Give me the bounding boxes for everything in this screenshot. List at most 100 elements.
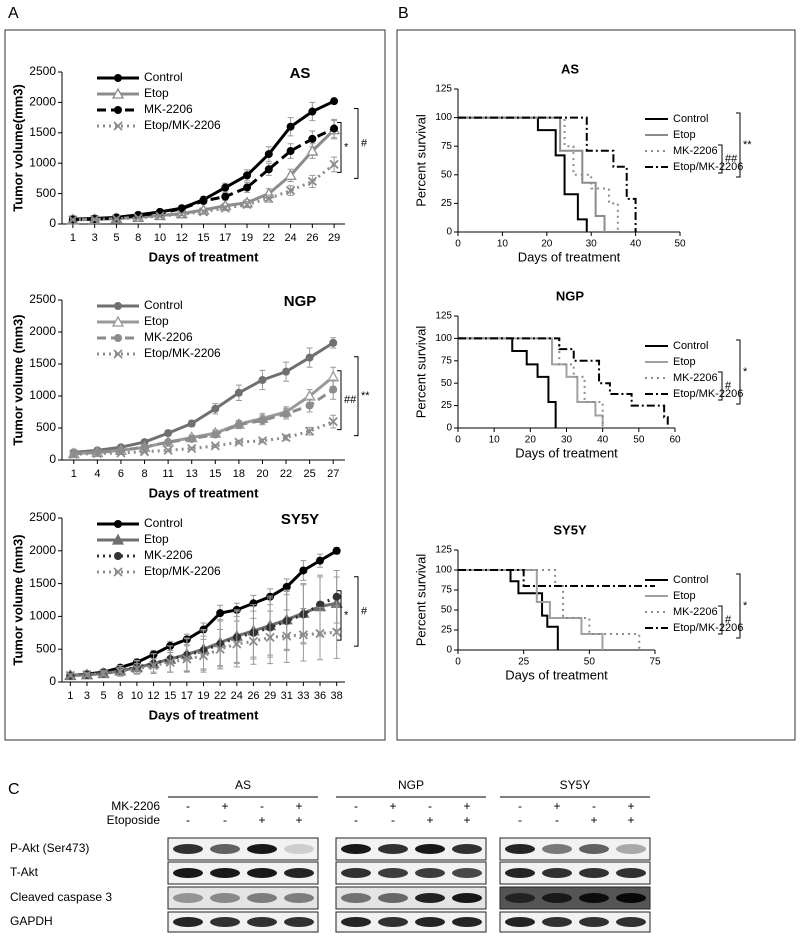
treatment-label: Etoposide	[107, 813, 161, 827]
marker	[164, 429, 173, 438]
x-tick-label: 8	[135, 232, 141, 244]
marker	[330, 97, 339, 106]
y-tick-label: 1000	[29, 155, 56, 169]
x-tick-label: 75	[649, 657, 661, 668]
x-tick-label: 5	[101, 690, 107, 702]
blot-band	[452, 844, 482, 854]
x-tick-label: 19	[197, 690, 209, 702]
marker	[332, 546, 341, 555]
y-tick-label: 1500	[29, 576, 56, 590]
significance-bracket	[718, 144, 723, 174]
x-axis-label: Days of treatment	[518, 249, 621, 264]
treatment-sign: +	[627, 813, 634, 827]
x-tick-label: 12	[176, 232, 188, 244]
survival-curve	[458, 569, 559, 650]
marker	[330, 124, 339, 133]
marker	[111, 315, 125, 327]
blot-frame	[167, 911, 319, 933]
y-tick-label: 500	[36, 641, 56, 655]
marker	[69, 449, 79, 459]
y-axis-label: Percent survival	[413, 326, 428, 419]
x-tick-label: 5	[113, 232, 119, 244]
x-tick-label: 38	[331, 690, 343, 702]
marker	[286, 122, 295, 131]
marker	[264, 150, 273, 159]
blot-band	[378, 844, 408, 854]
treatment-sign: -	[186, 813, 190, 827]
survival-curve	[458, 569, 641, 650]
blot-band	[378, 893, 408, 903]
marker	[232, 639, 242, 649]
marker	[282, 631, 292, 641]
y-axis-label: Percent survival	[413, 554, 428, 647]
x-tick-label: 0	[455, 435, 461, 446]
x-axis-label: Days of treatment	[515, 445, 618, 460]
marker	[177, 204, 186, 213]
significance-bracket	[354, 356, 359, 437]
survival-curve	[458, 337, 557, 428]
blot-band	[284, 917, 314, 927]
significance-bracket	[354, 576, 359, 647]
significance-label: #	[725, 614, 732, 626]
blot-band	[579, 868, 609, 878]
legend-label: Etop/MK-2206	[673, 161, 743, 173]
blot-band	[415, 893, 445, 903]
legend-label: MK-2206	[673, 372, 718, 384]
marker	[305, 353, 314, 362]
x-tick-label: 10	[497, 239, 509, 250]
x-tick-label: 30	[586, 239, 598, 250]
marker	[92, 448, 103, 459]
x-tick-label: 1	[70, 232, 76, 244]
treatment-sign: -	[354, 799, 358, 813]
x-tick-label: 24	[231, 690, 243, 702]
marker	[114, 74, 122, 82]
blot-band	[378, 868, 408, 878]
y-tick-label: 100	[435, 112, 452, 123]
blot-band	[210, 893, 240, 903]
marker	[220, 203, 230, 213]
legend-label: MK-2206	[673, 145, 718, 157]
marker	[177, 209, 187, 219]
significance-bracket	[337, 122, 342, 173]
blot-band	[247, 844, 277, 854]
x-tick-label: 1	[71, 468, 77, 480]
x-tick-label: 10	[154, 232, 166, 244]
blot-band	[616, 868, 646, 878]
x-axis-label: Days of treatment	[505, 667, 608, 682]
x-tick-label: 10	[489, 435, 501, 446]
panel-label: A	[8, 5, 19, 22]
blot-row-label: T-Akt	[10, 865, 39, 879]
x-tick-label: 36	[314, 690, 326, 702]
marker	[114, 552, 122, 560]
treatment-sign: +	[590, 813, 597, 827]
y-axis-label: Tumor volume (mm3)	[10, 314, 25, 445]
x-tick-label: 13	[186, 468, 198, 480]
marker	[243, 171, 252, 180]
significance-label: *	[743, 600, 748, 612]
marker	[187, 443, 197, 454]
chart-title: SY5Y	[553, 522, 587, 537]
marker	[258, 376, 267, 384]
marker	[306, 144, 319, 156]
treatment-sign: -	[555, 813, 559, 827]
treatment-sign: +	[221, 799, 228, 813]
y-tick-label: 100	[435, 565, 452, 576]
marker	[111, 214, 122, 224]
legend-label: Etop/MK-2206	[144, 118, 221, 132]
blot-band	[542, 917, 572, 927]
y-axis-label: Percent survival	[413, 114, 428, 207]
legend-label: Etop/MK-2206	[673, 388, 743, 400]
legend-label: Control	[673, 113, 708, 125]
treatment-sign: +	[258, 813, 265, 827]
blot-frame	[167, 861, 319, 885]
blot-row-label: GAPDH	[10, 914, 53, 928]
y-tick-label: 0	[49, 216, 56, 230]
x-tick-label: 18	[233, 468, 245, 480]
blot-band	[452, 868, 482, 878]
blot-band	[505, 868, 535, 878]
treatment-label: MK-2206	[111, 799, 160, 813]
treatment-sign: -	[260, 799, 264, 813]
y-axis-label: Tumor volume (mm3)	[10, 534, 25, 665]
x-tick-label: 22	[263, 232, 275, 244]
blot-band	[210, 844, 240, 854]
